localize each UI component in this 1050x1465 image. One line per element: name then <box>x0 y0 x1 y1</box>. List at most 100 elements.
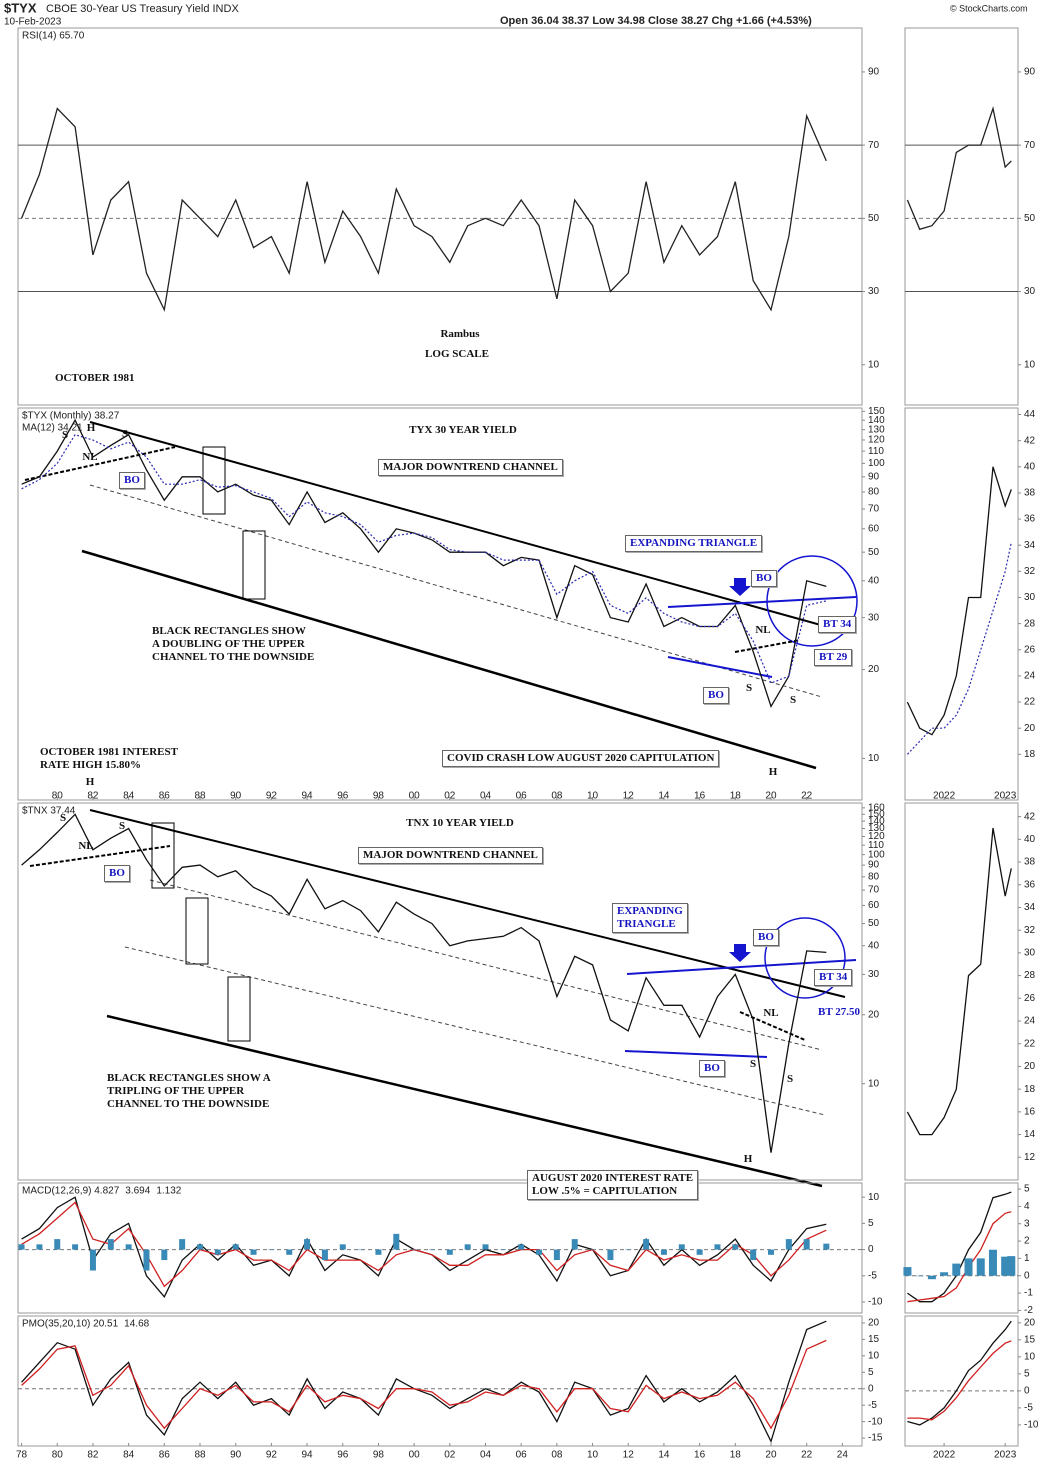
x-tick-label: 88 <box>194 791 206 802</box>
histogram-bar <box>714 1244 721 1250</box>
y-tick-label: 110 <box>868 446 884 457</box>
y-tick-label: 150 <box>868 809 885 820</box>
y-tick-label: 1 <box>1024 1253 1030 1264</box>
histogram-bar <box>393 1233 400 1250</box>
panel-frame <box>904 1315 1019 1447</box>
y-tick-label: -1 <box>1024 1288 1033 1299</box>
y-tick-label: 30 <box>1024 592 1036 603</box>
histogram-bar <box>411 1249 418 1251</box>
y-tick-label: 30 <box>868 969 880 980</box>
y-tick-label: 60 <box>868 900 880 911</box>
legend-entry: MACD(12,26,9) 4.827 <box>22 1186 120 1197</box>
y-tick-label: 20 <box>868 1318 880 1329</box>
annotation: Rambus <box>440 328 480 340</box>
y-tick-label: 24 <box>1024 1016 1036 1027</box>
x-tick-label: 00 <box>409 791 421 802</box>
annotation: BO <box>751 570 777 587</box>
y-tick-label: 120 <box>868 435 885 446</box>
histogram-bar <box>161 1249 168 1261</box>
y-tick-label: 2 <box>1024 1236 1030 1247</box>
y-tick-label: 18 <box>1024 1084 1036 1095</box>
histogram-bar <box>500 1249 507 1251</box>
series-line <box>907 1320 1012 1426</box>
series-line <box>20 107 827 312</box>
panel-frame <box>904 407 1019 801</box>
series-line <box>21 1201 827 1288</box>
y-tick-label: 90 <box>868 471 880 482</box>
y-tick-label: 140 <box>868 816 885 827</box>
y-tick-label: -10 <box>868 1416 883 1427</box>
y-tick-label: 100 <box>868 458 885 469</box>
histogram-bar <box>571 1239 578 1250</box>
histogram-bar <box>660 1249 667 1255</box>
x-tick-label: 84 <box>123 1450 135 1461</box>
histogram-bar <box>750 1249 757 1261</box>
histogram-bar <box>903 1267 912 1276</box>
x-tick-label: 80 <box>52 1450 64 1461</box>
histogram-bar <box>625 1249 632 1251</box>
y-tick-label: 160 <box>868 802 885 813</box>
annotation: OCTOBER 1981 INTEREST RATE HIGH 15.80% <box>40 746 178 771</box>
y-tick-label: 20 <box>1024 1317 1036 1328</box>
y-tick-label: 70 <box>868 504 880 515</box>
annotation: BT 34 <box>818 616 857 633</box>
annotation: BO <box>703 687 729 704</box>
x-tick-label: 2023 <box>994 1450 1017 1461</box>
panel-frame <box>17 1315 863 1447</box>
annotation: BO <box>753 929 779 946</box>
annotation: S <box>786 1073 794 1085</box>
y-tick-label: 28 <box>1024 618 1036 629</box>
panel-frame <box>17 1182 863 1314</box>
y-tick-label: 22 <box>1024 697 1036 708</box>
annotation: MAJOR DOWNTREND CHANNEL <box>358 847 543 864</box>
histogram-bar <box>553 1249 560 1261</box>
annotation: H <box>743 1153 753 1165</box>
histogram-bar <box>964 1258 973 1276</box>
x-tick-label: 08 <box>551 1450 563 1461</box>
histogram-bar <box>1001 1256 1010 1276</box>
legend-entry: $TYX (Monthly) 38.27 <box>22 411 120 422</box>
histogram-bar <box>940 1272 949 1276</box>
y-tick-label: 42 <box>1024 811 1036 822</box>
y-tick-label: 20 <box>1024 1061 1036 1072</box>
y-tick-label: 34 <box>1024 540 1036 551</box>
histogram-bar <box>268 1249 275 1251</box>
y-tick-label: 110 <box>868 840 884 851</box>
histogram-bar <box>696 1249 703 1255</box>
y-tick-label: 10 <box>868 359 880 370</box>
y-tick-label: 130 <box>868 823 885 834</box>
y-tick-label: 130 <box>868 424 885 435</box>
histogram-bar <box>428 1249 435 1251</box>
y-tick-label: 16 <box>1024 1107 1036 1118</box>
legend-entry: RSI(14) 65.70 <box>22 31 85 42</box>
y-tick-label: 50 <box>1024 213 1036 224</box>
series-line <box>907 1191 1012 1303</box>
x-tick-label: 00 <box>409 1450 421 1461</box>
histogram-bar <box>375 1249 382 1255</box>
x-tick-label: 90 <box>230 1450 242 1461</box>
y-tick-label: -10 <box>1024 1420 1039 1431</box>
y-tick-label: 40 <box>1024 461 1036 472</box>
y-tick-label: 30 <box>1024 286 1036 297</box>
y-tick-label: 100 <box>868 849 885 860</box>
histogram-bar <box>518 1244 525 1250</box>
x-tick-label: 10 <box>587 1450 599 1461</box>
y-tick-label: 32 <box>1024 566 1036 577</box>
histogram-bar <box>321 1249 328 1261</box>
annotation: MAJOR DOWNTREND CHANNEL <box>378 459 563 476</box>
y-tick-label: 90 <box>868 860 880 871</box>
y-tick-label: 70 <box>868 140 880 151</box>
panel-frame <box>904 802 1019 1181</box>
y-tick-label: 30 <box>868 612 880 623</box>
x-tick-label: 18 <box>730 1450 742 1461</box>
x-tick-label: 22 <box>801 791 813 802</box>
series-line <box>907 1340 1012 1421</box>
annotation: H <box>85 776 95 788</box>
y-tick-label: 28 <box>1024 970 1036 981</box>
y-tick-label: 40 <box>868 575 880 586</box>
x-tick-label: 16 <box>694 1450 706 1461</box>
x-tick-label: 92 <box>266 791 278 802</box>
annotation: BO <box>699 1060 725 1077</box>
histogram-bar <box>927 1275 936 1280</box>
